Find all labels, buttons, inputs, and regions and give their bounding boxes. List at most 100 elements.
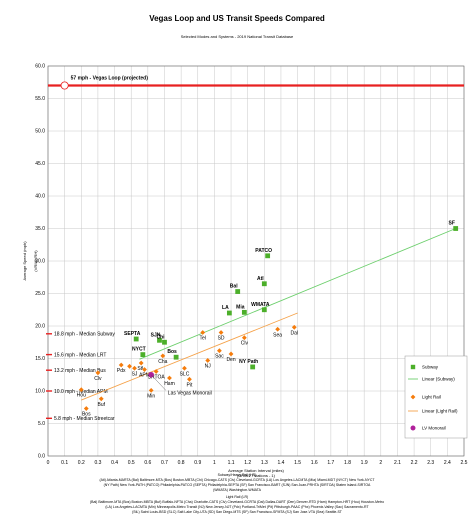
- light-rail-point: [200, 330, 206, 335]
- annotation-label: Las Vegas Monorail: [168, 390, 212, 396]
- x-tick-label: 0.9: [194, 460, 201, 466]
- light-rail-point: [153, 369, 159, 374]
- x-axis-label: Average Station Interval (miles): [228, 468, 284, 473]
- light-rail-point: [228, 351, 234, 357]
- light-rail-point: [118, 362, 124, 368]
- x-tick-label: 2.3: [427, 460, 434, 466]
- x-tick-label: 0.5: [128, 460, 135, 466]
- chart-title: Vegas Loop and US Transit Speeds Compare…: [149, 14, 325, 23]
- x-tick-label: 1.6: [311, 460, 318, 466]
- subway-point: [261, 281, 267, 287]
- trendline: [81, 312, 298, 401]
- point-label: NYCT: [132, 347, 146, 353]
- y-tick-label: 55.0: [35, 96, 45, 102]
- point-label: Den: [226, 357, 235, 363]
- legend-label: Linear (Light Rail): [422, 409, 458, 414]
- legend-label: Subway: [422, 365, 439, 370]
- point-label: SRTOA: [148, 375, 166, 381]
- light-rail-point: [241, 335, 247, 341]
- y-tick-label: 0.0: [38, 454, 45, 460]
- reference-tick-label: 18.8 mph - Median Subway: [54, 332, 115, 338]
- trendline: [139, 228, 456, 360]
- notes-light-title: Light Rail (LR): [225, 495, 249, 499]
- reference-tick-label: 13.2 mph - Median Bus: [54, 368, 106, 374]
- y-tick-label: 25.0: [35, 291, 45, 297]
- x-tick-label: 1.8: [344, 460, 351, 466]
- subway-point: [453, 226, 459, 231]
- point-label: Mia: [236, 304, 245, 310]
- reference-tick-label: 10.0 mph - Median APM: [54, 389, 108, 395]
- light-rail-point: [218, 330, 224, 335]
- notes-light-line: (StL) Saint Louis-BSD (SLC) Salt Lake Ci…: [132, 510, 342, 514]
- light-rail-point: [160, 353, 166, 359]
- light-rail-point: [138, 360, 144, 366]
- point-label: Bal: [230, 284, 238, 290]
- notes-light-line: (Bal) Baltimore-MTA (Bos) Boston-MBTA (B…: [89, 500, 385, 504]
- legend-label: Light Rail: [422, 395, 441, 400]
- point-label: SJ: [132, 371, 138, 377]
- point-label: Atl: [257, 276, 264, 282]
- point-label: SJN: [151, 332, 161, 338]
- subway-point: [226, 310, 232, 316]
- x-tick-label: 1.9: [361, 460, 368, 466]
- point-label: Cha: [158, 359, 167, 365]
- x-tick-label: 0.2: [78, 460, 85, 466]
- light-rail-point: [148, 387, 154, 393]
- point-label: Min: [147, 393, 155, 399]
- point-label: StL: [137, 366, 145, 372]
- x-tick-label: 1: [213, 460, 216, 466]
- point-label: LA: [222, 305, 229, 311]
- reference-tick-label: 15.6 mph - Median LRT: [54, 352, 106, 358]
- subway-point: [250, 364, 256, 370]
- light-rail-point: [127, 363, 132, 369]
- plot-frame: [47, 65, 465, 457]
- point-label: PATCO: [255, 248, 272, 254]
- legend-label: Linear (Subway): [422, 377, 455, 382]
- x-tick-label: 1.4: [277, 460, 284, 466]
- x-tick-label: 0.6: [144, 460, 151, 466]
- subway-point: [157, 337, 162, 343]
- point-label: APM: [139, 373, 150, 379]
- legend-label: LV Monorail: [422, 426, 446, 431]
- y-tick-label: 35.0: [35, 226, 45, 232]
- point-label: Tel: [200, 336, 206, 342]
- reference-line-label: 57 mph - Vegas Loop (projected): [71, 76, 149, 82]
- light-rail-point: [142, 367, 147, 372]
- y-tick-label: 20.0: [35, 324, 45, 330]
- light-rail-point: [132, 365, 137, 371]
- light-rail-point: [187, 376, 192, 382]
- light-rail-point: [78, 387, 84, 393]
- x-tick-label: 1.5: [294, 460, 301, 466]
- point-label: WMATA: [251, 302, 270, 308]
- light-rail-point: [216, 348, 222, 354]
- x-tick-label: 0.4: [111, 460, 118, 466]
- x-tick-label: 2: [379, 460, 382, 466]
- legend-marker-light-rail: [410, 394, 416, 400]
- light-rail-point: [205, 358, 211, 363]
- x-tick-label: 0.1: [61, 460, 68, 466]
- point-label: Ham: [164, 381, 175, 387]
- point-label: NJ: [205, 363, 212, 369]
- x-tick-label: 0.8: [178, 460, 185, 466]
- y-tick-label: 5.0: [38, 421, 45, 427]
- x-tick-label: 2.4: [444, 460, 451, 466]
- point-label: Chi: [156, 334, 165, 340]
- chart-subtitle: Selected Modes and Systems - 2019 Nation…: [180, 34, 294, 39]
- subway-point: [140, 352, 146, 357]
- subway-point: [241, 309, 247, 315]
- subway-point: [235, 289, 241, 294]
- notes-heavy-line: (Atl) Atlanta-MARTA (Bal) Baltimore-MTA …: [99, 478, 375, 482]
- light-rail-point: [182, 365, 187, 371]
- x-tick-label: 0: [47, 460, 50, 466]
- light-rail-point: [95, 370, 101, 376]
- point-label: SEPTA: [124, 331, 141, 337]
- y-axis-label-sub: (VRM/VRH): [33, 250, 38, 272]
- notes-heavy-line: (NY Path) New York-PATH (PATCO) Philadel…: [103, 483, 371, 487]
- point-label: SF: [448, 221, 454, 227]
- x-tick-label: 2.1: [394, 460, 401, 466]
- point-label: Sea: [273, 332, 282, 338]
- point-label: Clv: [241, 341, 249, 347]
- reference-marker: [60, 81, 69, 90]
- x-tick-label: 1.2: [244, 460, 251, 466]
